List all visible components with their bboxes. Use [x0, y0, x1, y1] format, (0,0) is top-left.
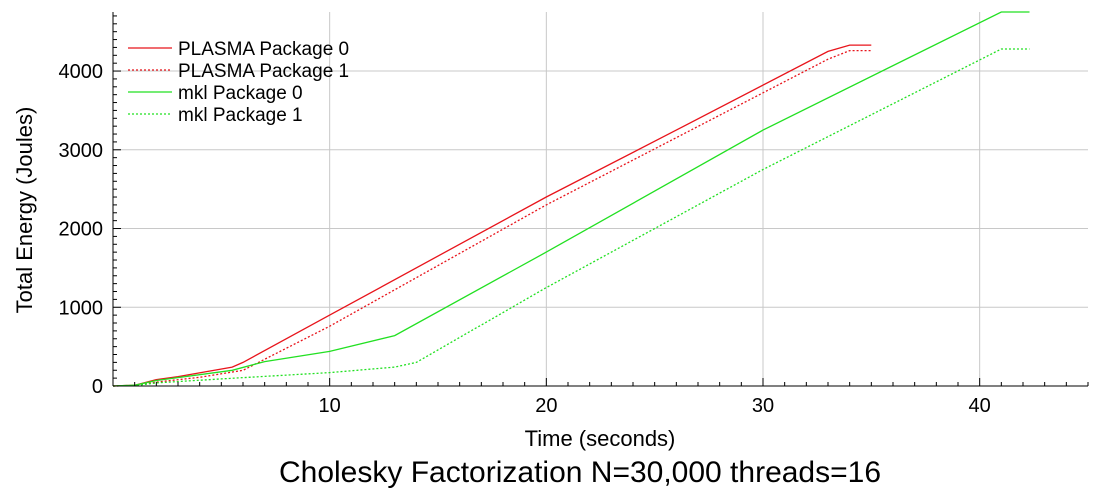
tick-labels: 10 20 30 40 0 1000 2000 3000 4000	[59, 61, 991, 417]
y-tick-label: 4000	[59, 61, 104, 83]
y-tick-label: 3000	[59, 140, 104, 162]
legend-label: PLASMA Package 0	[178, 39, 349, 60]
x-tick-label: 20	[535, 395, 557, 417]
y-tick-label: 1000	[59, 297, 104, 319]
chart-title: Cholesky Factorization N=30,000 threads=…	[279, 456, 881, 489]
grid	[113, 12, 1088, 386]
x-tick-label: 10	[319, 395, 341, 417]
series-line-3	[112, 11, 1030, 387]
x-axis-title: Time (seconds)	[525, 426, 676, 451]
series-layer	[112, 11, 1030, 387]
legend-label: mkl Package 1	[178, 105, 303, 126]
ticks	[112, 15, 1089, 387]
legend-label: PLASMA Package 1	[178, 61, 349, 82]
legend-label: mkl Package 0	[178, 83, 303, 104]
x-tick-label: 40	[969, 395, 991, 417]
series-line-1	[112, 44, 872, 387]
series-line-4	[112, 48, 1030, 387]
y-axis-title: Total Energy (Joules)	[12, 107, 37, 314]
x-tick-label: 30	[752, 395, 774, 417]
axes	[112, 12, 1088, 387]
y-tick-label: 0	[92, 376, 103, 398]
y-tick-label: 2000	[59, 219, 104, 241]
